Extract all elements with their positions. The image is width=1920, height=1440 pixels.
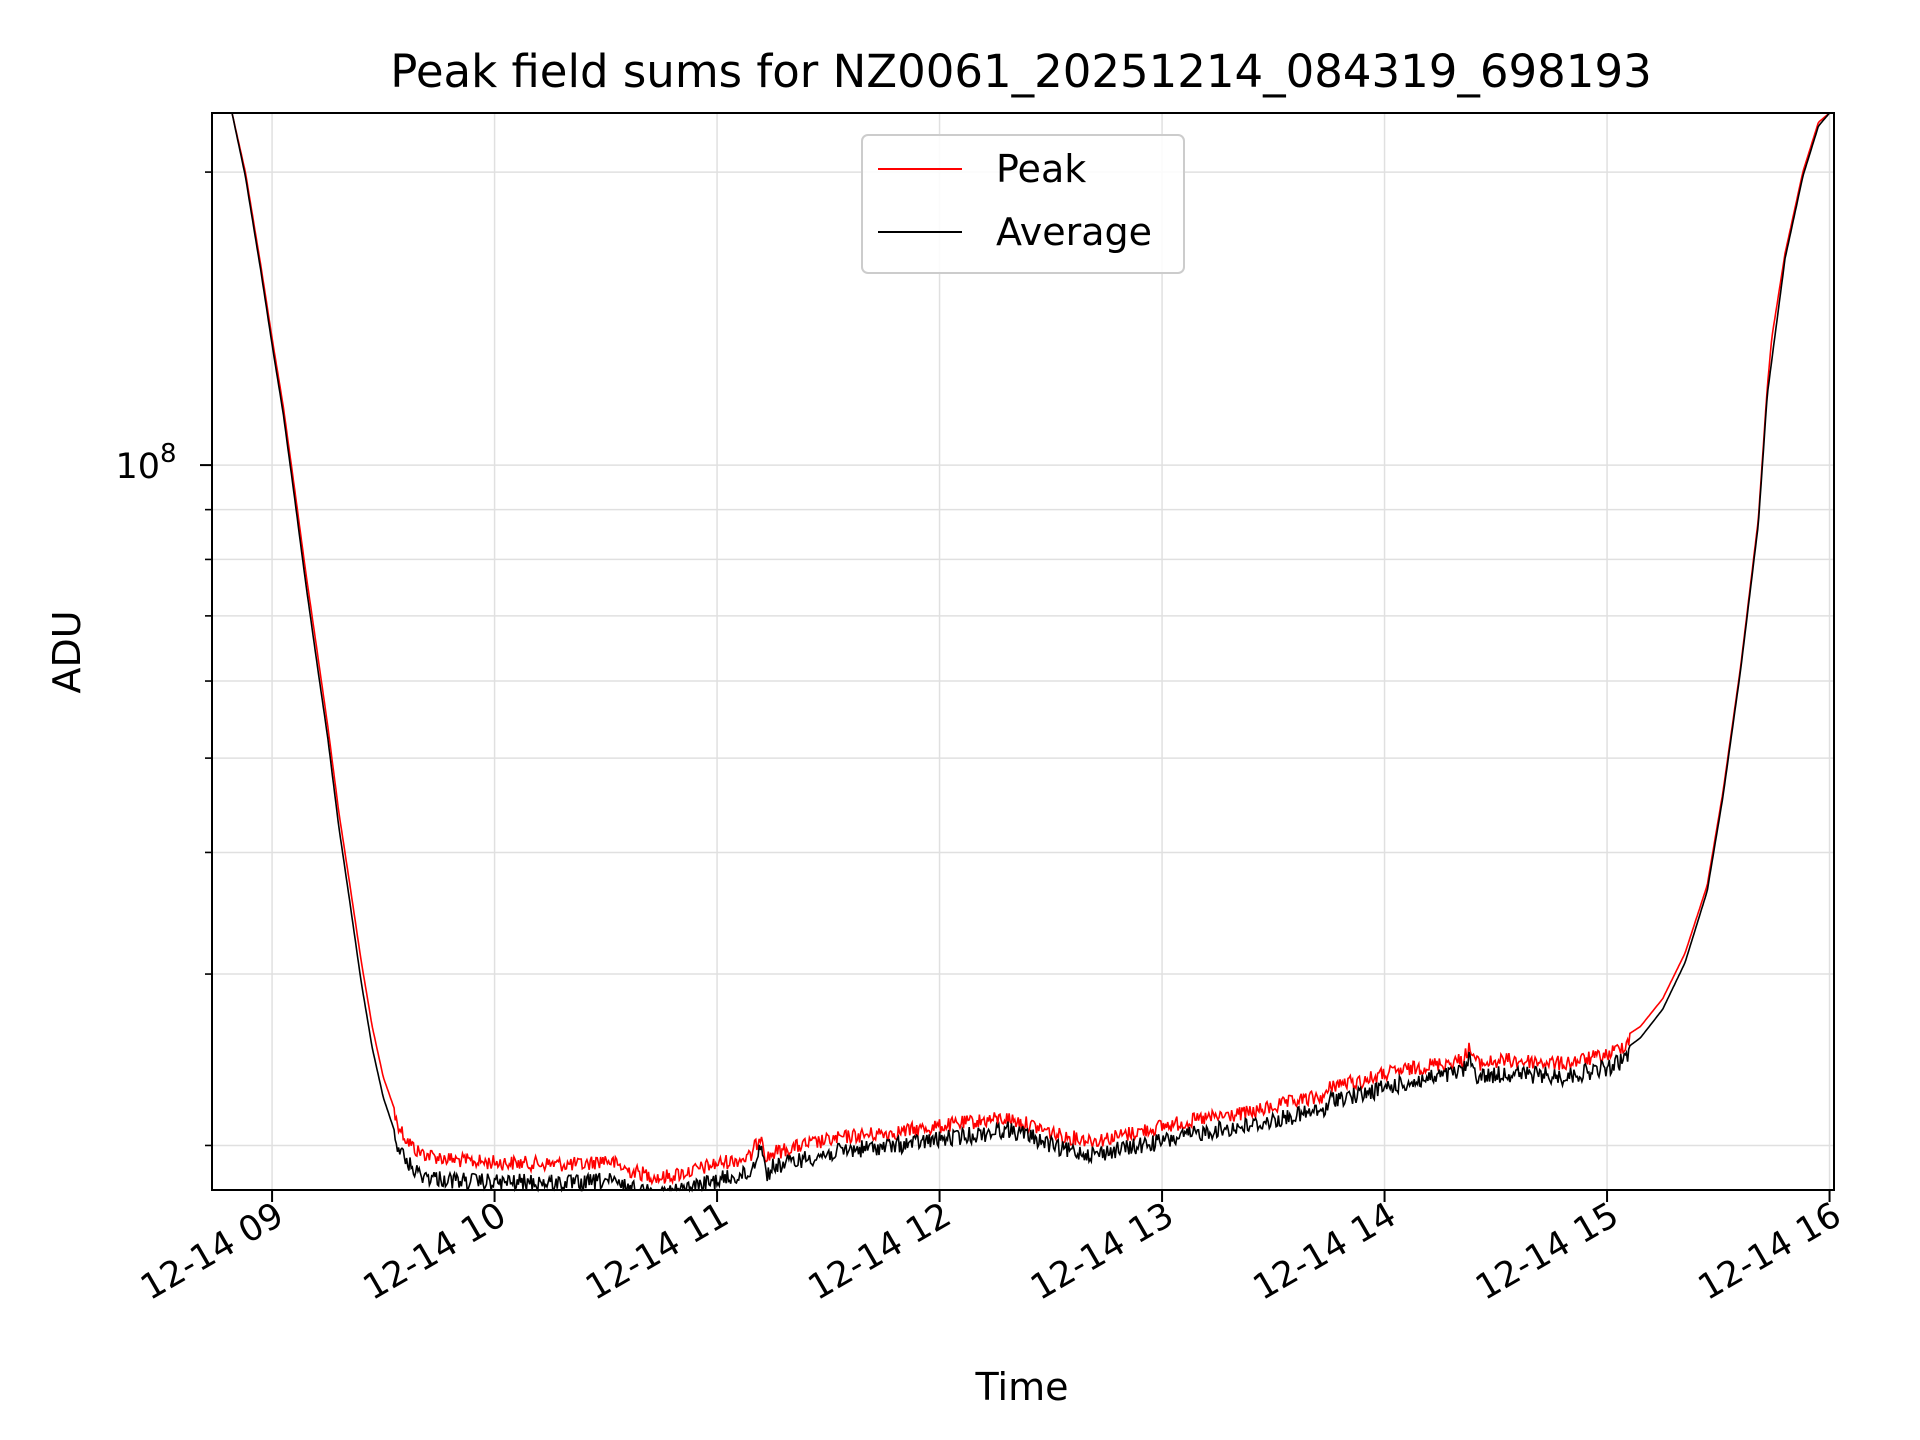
x-tick-label: 12-14 16 (1692, 1195, 1848, 1308)
x-tick-label: 12-14 10 (357, 1195, 513, 1308)
y-tick-label: 108 (115, 439, 176, 487)
x-axis-ticks: 12-14 09 12-14 10 12-14 11 12-14 12 12-14 13… (134, 1190, 1848, 1308)
y-axis-ticks: 108 (115, 439, 212, 487)
legend-label-average: Average (996, 210, 1152, 254)
x-tick-label: 12-14 14 (1247, 1195, 1403, 1308)
x-tick-label: 12-14 13 (1024, 1195, 1180, 1308)
x-tick-label: 12-14 11 (579, 1195, 735, 1308)
grid (212, 113, 1834, 1190)
chart-title: Peak field sums for NZ0061_20251214_0843… (390, 45, 1651, 98)
legend-label-peak: Peak (996, 147, 1086, 191)
x-tick-label: 12-14 09 (134, 1195, 290, 1308)
series-group (231, 112, 1831, 1193)
x-tick-label: 12-14 12 (802, 1195, 958, 1308)
y-axis-label: ADU (45, 610, 89, 693)
x-axis-label: Time (975, 1365, 1069, 1409)
plot-frame (211, 112, 1835, 1191)
legend: Peak Average (861, 134, 1185, 274)
series-line-average (231, 112, 1831, 1193)
series-line-peak (231, 112, 1831, 1186)
x-tick-label: 12-14 15 (1469, 1195, 1625, 1308)
y-minor-ticks (205, 171, 212, 1147)
